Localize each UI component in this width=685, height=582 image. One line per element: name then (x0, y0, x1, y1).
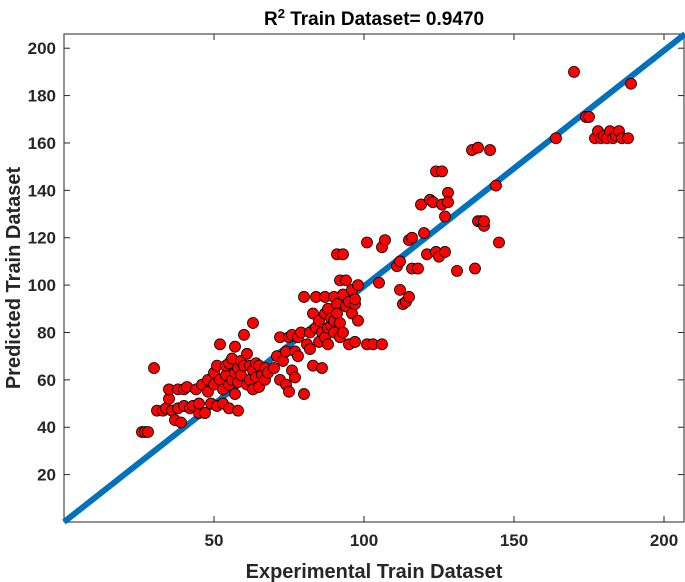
data-point (583, 111, 595, 123)
title-superscript: 2 (278, 6, 285, 21)
data-point (175, 416, 187, 429)
data-point (148, 362, 160, 374)
data-point (394, 283, 406, 296)
axis-ticks: 50 100 150 200 20 40 60 80 100 120 140 160 180 200 (28, 34, 684, 550)
data-point (451, 264, 463, 277)
data-point (439, 246, 451, 258)
data-point (283, 385, 295, 398)
data-point (394, 255, 406, 268)
data-point (268, 362, 280, 374)
data-point (484, 144, 496, 156)
data-point (304, 343, 316, 355)
x-tick-label: 50 (205, 531, 224, 550)
data-point (439, 210, 451, 223)
plot-area: 50 100 150 200 20 40 60 80 100 120 140 160 180 200 (28, 31, 685, 550)
data-point (229, 388, 241, 400)
data-point (337, 248, 349, 261)
data-point (352, 279, 364, 292)
data-point (142, 426, 154, 438)
y-tick-label: 160 (28, 134, 56, 153)
data-point (403, 291, 415, 303)
axes-box (63, 33, 685, 523)
data-point (436, 165, 448, 178)
data-point (472, 141, 484, 154)
data-point (550, 132, 562, 145)
data-point (229, 340, 241, 353)
data-point (376, 338, 388, 351)
data-point (193, 397, 205, 410)
reference-line (62, 31, 685, 525)
data-point (349, 293, 361, 306)
data-point (622, 132, 634, 145)
data-point (373, 276, 385, 289)
y-tick-label: 140 (28, 181, 56, 200)
data-point (340, 274, 352, 287)
x-tick-label: 150 (500, 531, 528, 550)
data-point (316, 362, 328, 374)
data-point (568, 66, 580, 78)
data-point (379, 234, 391, 246)
data-point (478, 215, 490, 228)
data-point (349, 336, 361, 348)
data-point (442, 196, 454, 209)
data-points (136, 66, 637, 438)
y-tick-label: 200 (28, 39, 56, 58)
y-tick-label: 40 (37, 418, 56, 437)
data-point (292, 350, 304, 363)
data-point (322, 338, 334, 351)
data-point (469, 262, 481, 275)
data-point (232, 404, 244, 417)
x-tick-label: 200 (650, 531, 678, 550)
data-point (361, 236, 373, 249)
data-point (406, 231, 418, 244)
chart-title: R2 Train Dataset= 0.9470 (264, 6, 484, 31)
data-point (352, 314, 364, 327)
y-axis-label: Predicted Train Dataset (3, 167, 25, 390)
data-point (337, 326, 349, 339)
data-point (490, 179, 502, 192)
title-prefix: R (264, 9, 278, 30)
y-tick-label: 100 (28, 276, 56, 295)
y-tick-label: 180 (28, 87, 56, 106)
data-point (493, 236, 505, 249)
data-point (625, 77, 637, 90)
y-tick-label: 120 (28, 229, 56, 248)
data-point (289, 371, 301, 384)
data-point (199, 407, 211, 419)
title-rest: Train Dataset= 0.9470 (285, 9, 484, 30)
data-point (214, 338, 226, 351)
data-point (241, 347, 253, 360)
data-point (418, 227, 430, 239)
data-point (412, 262, 424, 275)
x-axis-label: Experimental Train Dataset (246, 561, 503, 582)
data-point (238, 328, 250, 341)
y-tick-label: 20 (37, 466, 56, 485)
y-tick-label: 80 (37, 323, 56, 342)
x-tick-label: 100 (350, 531, 378, 550)
data-point (247, 317, 259, 329)
data-point (298, 388, 310, 400)
data-point (298, 291, 310, 303)
y-tick-label: 60 (37, 371, 56, 390)
